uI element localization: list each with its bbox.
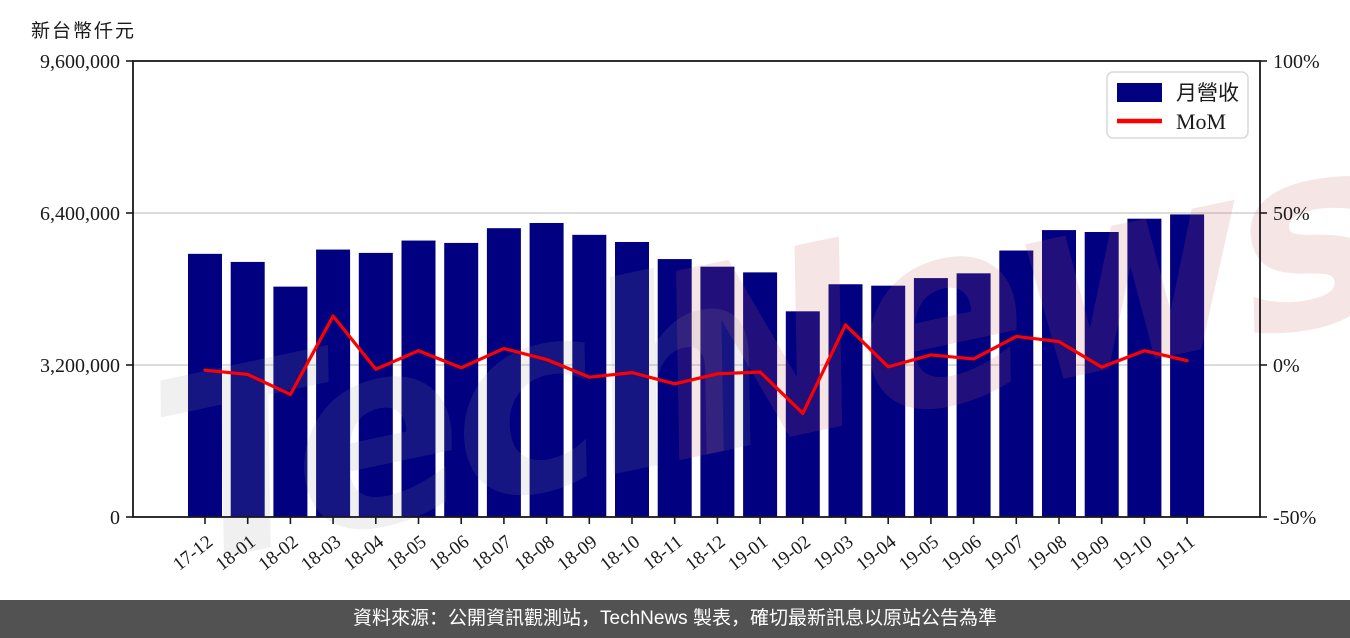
- left-tick-label: 6,400,000: [40, 203, 120, 225]
- right-tick-label: -50%: [1273, 507, 1316, 529]
- revenue-bar-19-08: [1042, 230, 1076, 517]
- revenue-bar-18-10: [615, 241, 649, 517]
- revenue-bar-18-04: [358, 252, 393, 517]
- technews-watermark: TechNews: [131, 78, 1350, 600]
- x-tick-label-19-11: 19-11: [1152, 531, 1199, 574]
- revenue-bar-19-07: [999, 250, 1034, 517]
- legend-bar-swatch: [1117, 83, 1162, 102]
- x-tick-label-19-06: 19-06: [938, 531, 986, 575]
- x-tick-label-19-08: 19-08: [1023, 531, 1071, 575]
- right-tick-label: 50%: [1273, 203, 1310, 225]
- mom-line: [203, 314, 1189, 415]
- revenue-bar-18-05: [401, 240, 436, 518]
- legend-line-label: MoM: [1176, 109, 1226, 134]
- x-tick-label-19-02: 19-02: [767, 531, 815, 575]
- x-tick-label-19-03: 19-03: [810, 531, 858, 575]
- left-tick-label: 0: [110, 507, 120, 529]
- watermark-text-news: News: [625, 78, 1350, 521]
- left-tick-label: 9,600,000: [40, 51, 120, 73]
- left-tick-label: 3,200,000: [40, 355, 120, 377]
- revenue-bar-18-07: [486, 228, 521, 517]
- revenue-bar-19-04: [871, 285, 906, 517]
- source-footer: 資料來源：公開資訊觀測站，TechNews 製表，確切最新訊息以原站公告為準: [0, 600, 1350, 638]
- right-tick-label: 0%: [1273, 355, 1300, 377]
- x-tick-label-19-04: 19-04: [852, 531, 900, 575]
- revenue-bar-19-10: [1127, 218, 1162, 517]
- revenue-bar-18-11: [657, 259, 692, 517]
- y-axis-unit-label: 新台幣仟元: [31, 21, 137, 42]
- revenue-bar-18-02: [273, 286, 308, 517]
- revenue-bar-18-03: [316, 249, 351, 517]
- revenue-chart: TechNews 0 3,200,000 6,400,000 9,600,000 -50%…: [40, 51, 1350, 600]
- right-tick-label: 100%: [1273, 51, 1320, 73]
- x-tick-label-19-01: 19-01: [724, 531, 772, 575]
- revenue-bar-19-11: [1170, 214, 1205, 518]
- revenue-bar-19-09: [1084, 232, 1119, 517]
- revenue-bar-19-01: [743, 272, 778, 517]
- revenue-bar-18-08: [529, 222, 564, 517]
- x-tick-label-19-07: 19-07: [981, 531, 1029, 575]
- legend-bar-label: 月營收: [1176, 81, 1239, 105]
- revenue-bar-18-06: [444, 242, 479, 518]
- x-tick-label-18-12: 18-12: [682, 531, 730, 575]
- revenue-bar-17-12: [188, 253, 222, 517]
- revenue-bar-19-03: [828, 284, 863, 517]
- revenue-bar-18-01: [230, 261, 265, 517]
- x-tick-label-19-10: 19-10: [1109, 531, 1157, 575]
- x-tick-label-19-09: 19-09: [1066, 531, 1114, 575]
- x-tick-label-18-11: 18-11: [639, 531, 686, 574]
- revenue-bar-19-06: [956, 273, 991, 517]
- x-tick-label-19-05: 19-05: [895, 531, 943, 575]
- plot-frame: [132, 60, 1261, 518]
- revenue-bar-19-05: [913, 278, 948, 517]
- revenue-bar-18-12: [700, 266, 735, 517]
